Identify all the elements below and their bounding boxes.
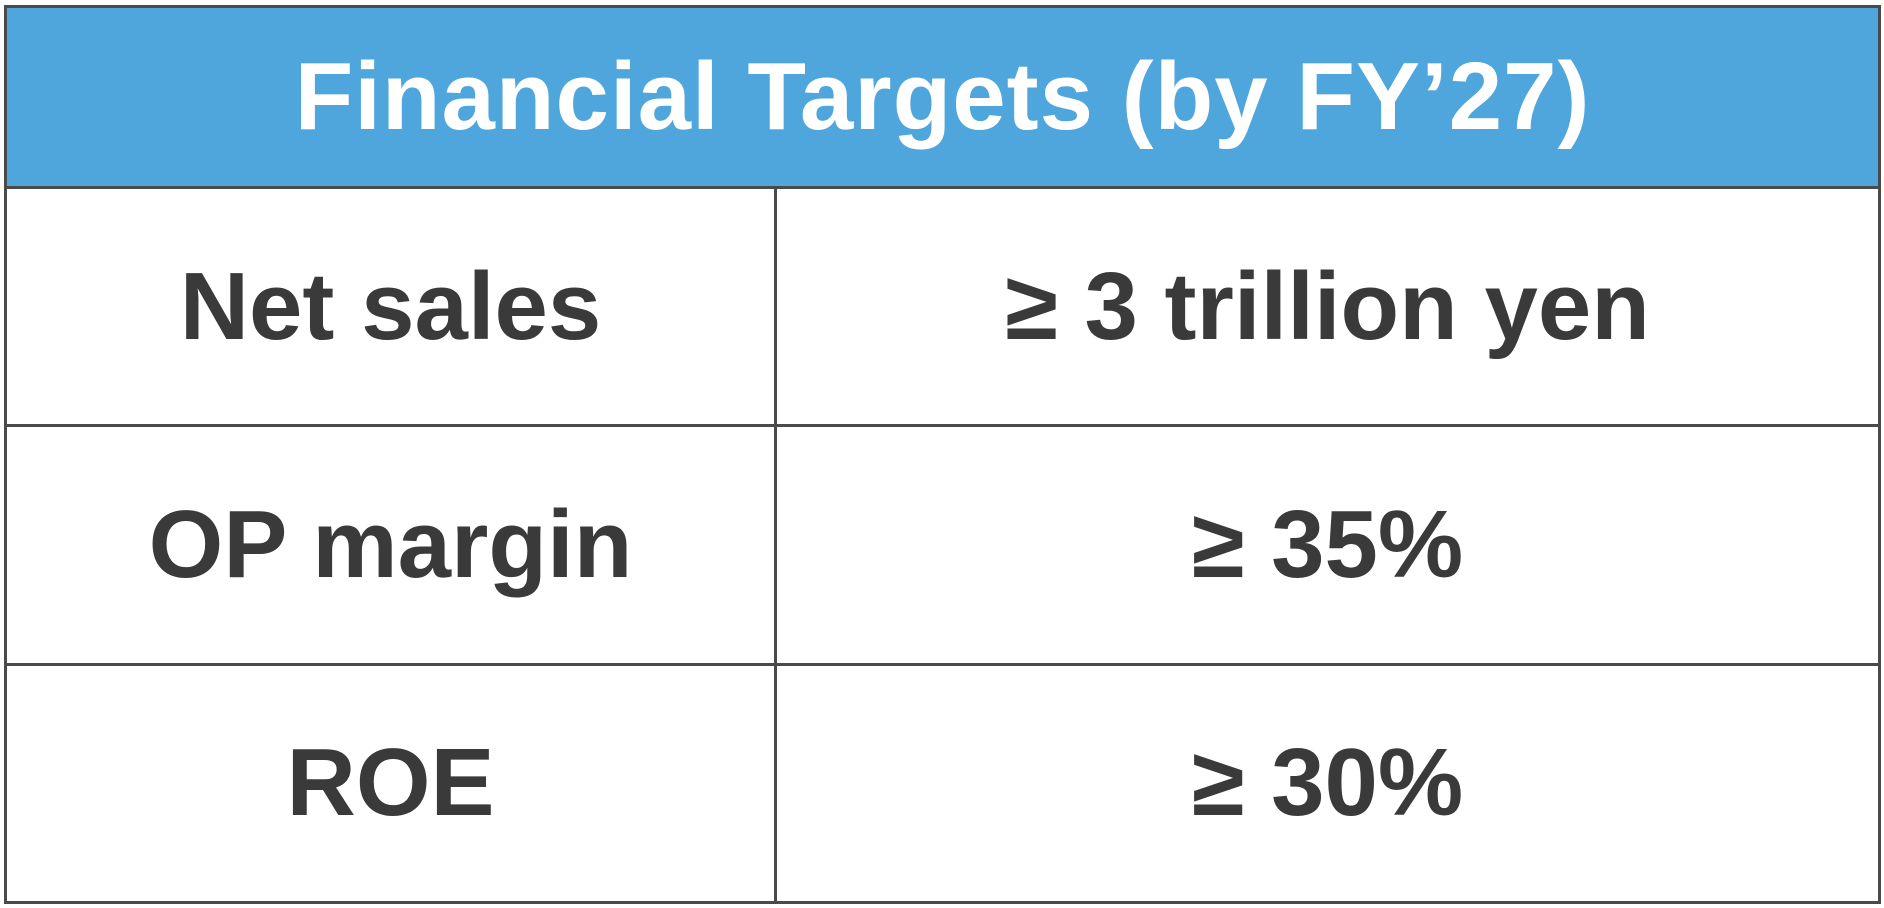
table-title: Financial Targets (by FY’27): [7, 8, 1878, 189]
row-label-roe: ROE: [7, 665, 777, 901]
row-label-op-margin: OP margin: [7, 427, 777, 663]
table-row-net-sales: Net sales ≥ 3 trillion yen: [7, 189, 1878, 428]
table-row-op-margin: OP margin ≥ 35%: [7, 427, 1878, 666]
table-row-roe: ROE ≥ 30%: [7, 665, 1878, 901]
row-value-net-sales: ≥ 3 trillion yen: [1005, 252, 1650, 360]
row-value-roe: ≥ 30%: [1191, 729, 1464, 837]
row-label-net-sales: Net sales: [7, 189, 777, 425]
financial-targets-table: Financial Targets (by FY’27) Net sales ≥…: [4, 5, 1881, 904]
row-value-op-margin: ≥ 35%: [1191, 490, 1464, 598]
